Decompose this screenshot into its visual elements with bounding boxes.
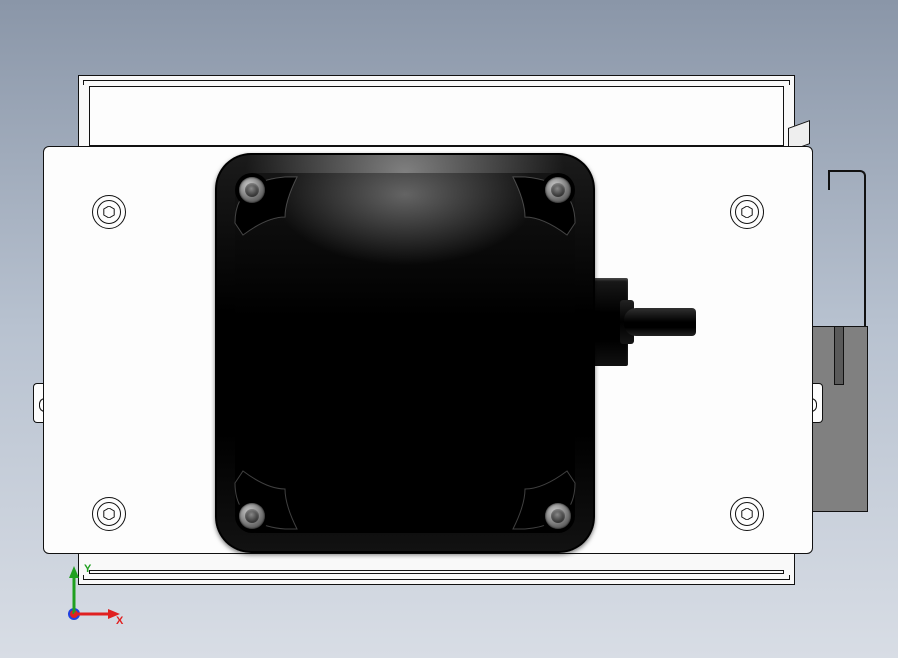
motor-body bbox=[215, 153, 595, 553]
motor-corner-slot-br bbox=[507, 465, 585, 543]
mount-hole-tr bbox=[545, 177, 571, 203]
motor-corner-slot-tr bbox=[507, 163, 585, 241]
back-plate-inner-bottom bbox=[89, 570, 784, 574]
motor-corner-slot-bl bbox=[225, 465, 303, 543]
hex-socket-icon bbox=[741, 508, 753, 520]
bracket-slot bbox=[834, 327, 844, 385]
hex-socket-icon bbox=[741, 206, 753, 218]
mount-hole-br bbox=[545, 503, 571, 529]
orientation-triad[interactable]: Y X bbox=[60, 558, 130, 628]
y-axis-label: Y bbox=[84, 563, 92, 575]
hex-screw-br bbox=[730, 497, 764, 531]
hex-screw-bl bbox=[92, 497, 126, 531]
x-axis-label: X bbox=[116, 615, 124, 627]
mount-hole-bl bbox=[239, 503, 265, 529]
back-plate-inner-top bbox=[89, 86, 784, 146]
x-axis-icon bbox=[74, 609, 120, 619]
motor-cable bbox=[624, 308, 696, 336]
y-axis-icon bbox=[69, 566, 79, 614]
bracket-wire bbox=[830, 170, 866, 330]
hex-socket-icon bbox=[103, 206, 115, 218]
hex-screw-tl bbox=[92, 195, 126, 229]
motor-corner-slot-tl bbox=[225, 163, 303, 241]
hex-socket-icon bbox=[103, 508, 115, 520]
mount-hole-tl bbox=[239, 177, 265, 203]
cad-viewport[interactable]: Y X bbox=[0, 0, 898, 658]
hex-screw-tr bbox=[730, 195, 764, 229]
